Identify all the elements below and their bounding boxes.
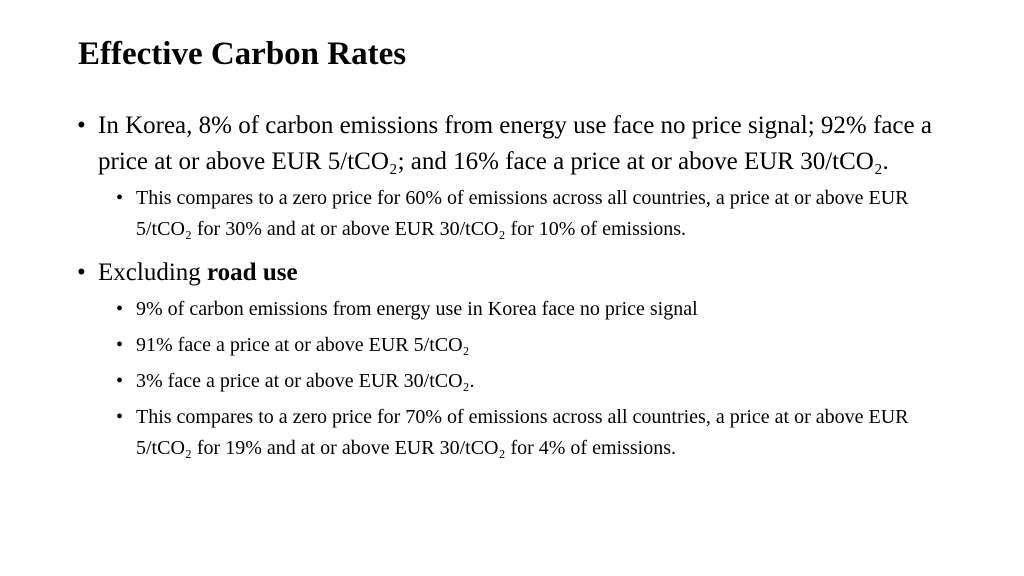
bullet-icon: • (116, 187, 124, 209)
bullet-icon: • (116, 334, 124, 356)
sub-bullet-eur30: • 3% face a price at or above EUR 30/tCO… (0, 366, 956, 397)
sub-bullet-no-price: • 9% of carbon emissions from energy use… (0, 294, 956, 325)
sub-bullet-text: This compares to a zero price for 60% of… (136, 187, 909, 240)
bullet-text-prefix: Excluding (98, 259, 208, 286)
bullet-icon: • (77, 259, 86, 286)
sub-bullet-text: 91% face a price at or above EUR 5/tCO₂ (136, 334, 470, 356)
bullet-korea-pricing: • In Korea, 8% of carbon emissions from … (0, 108, 958, 180)
sub-bullet-text: This compares to a zero price for 70% of… (136, 406, 909, 459)
sub-bullet-comparison-all: • This compares to a zero price for 60% … (0, 183, 956, 245)
sub-bullet-text: 3% face a price at or above EUR 30/tCO₂. (136, 370, 475, 392)
slide-content: • In Korea, 8% of carbon emissions from … (0, 108, 1024, 464)
bullet-icon: • (116, 370, 124, 392)
bullet-text-bold: road use (207, 259, 298, 286)
bullet-icon: • (116, 406, 124, 428)
bullet-icon: • (77, 112, 86, 139)
sub-bullet-comparison-excl-road: • This compares to a zero price for 70% … (0, 402, 956, 464)
sub-bullet-eur5: • 91% face a price at or above EUR 5/tCO… (0, 330, 956, 361)
slide-title: Effective Carbon Rates (78, 36, 407, 72)
bullet-text: In Korea, 8% of carbon emissions from en… (98, 112, 932, 175)
bullet-excluding-road-use: • Excluding road use (0, 255, 958, 291)
bullet-icon: • (116, 298, 124, 320)
sub-bullet-text: 9% of carbon emissions from energy use i… (136, 298, 698, 320)
